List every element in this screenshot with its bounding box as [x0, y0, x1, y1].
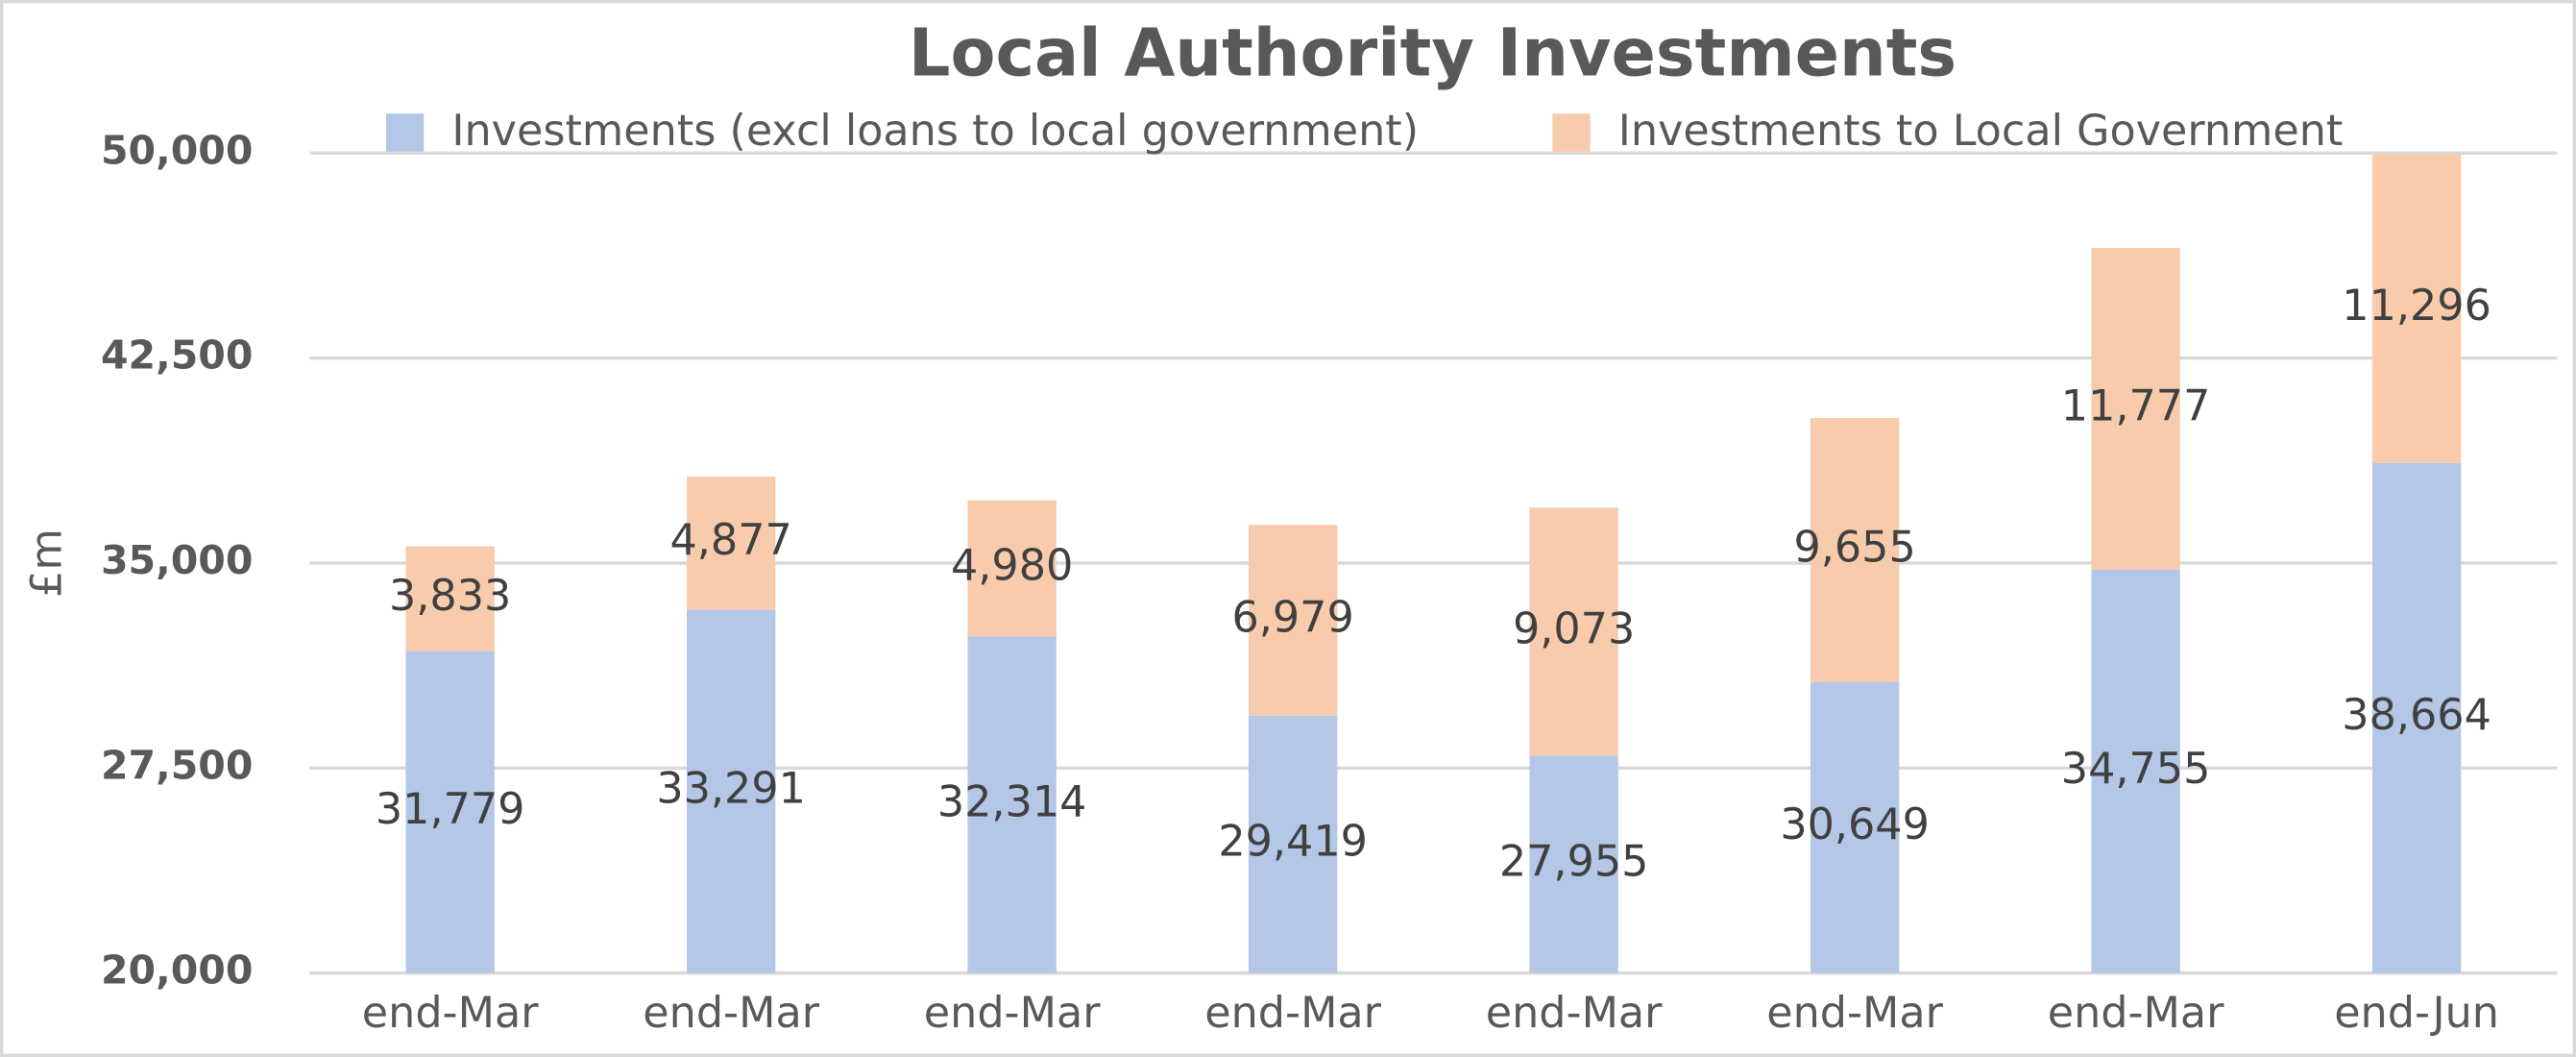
bar-segment [1810, 681, 1900, 973]
data-label: 6,979 [1231, 593, 1353, 642]
x-tick-label: end-Jun [2334, 989, 2499, 1038]
legend-swatch [385, 113, 425, 152]
data-label: 9,073 [1513, 604, 1635, 653]
data-label: 29,419 [1218, 818, 1368, 867]
data-label: 34,755 [2061, 745, 2211, 794]
data-label: 32,314 [937, 777, 1087, 826]
bar-segment [2091, 569, 2180, 973]
y-tick-label: 35,000 [101, 537, 253, 583]
bar-segment [405, 651, 495, 973]
y-tick-label: 50,000 [101, 127, 253, 173]
x-tick-label: end-Mar [643, 989, 819, 1038]
data-label: 38,664 [2342, 691, 2491, 740]
bar-segment [2091, 247, 2180, 570]
bar-segment [686, 609, 776, 973]
data-label: 27,955 [1499, 837, 1649, 886]
legend-swatch [1552, 113, 1591, 152]
chart-title: Local Authority Investments [909, 14, 1956, 91]
bar-segment [1529, 507, 1618, 756]
data-label: 33,291 [656, 765, 806, 814]
x-tick-label: end-Mar [1486, 989, 1663, 1038]
legend-label: Investments (excl loans to local governm… [451, 107, 1419, 156]
bar-segment [2371, 154, 2462, 463]
data-label: 30,649 [1780, 800, 1930, 849]
data-label: 4,877 [670, 516, 792, 565]
x-tick-label: end-Mar [924, 989, 1101, 1038]
bar-segment [405, 546, 495, 651]
data-label: 11,296 [2342, 282, 2491, 331]
y-tick-label: 27,500 [101, 742, 253, 788]
bar-segment [1810, 418, 1900, 682]
x-tick-label: end-Mar [2048, 989, 2224, 1038]
bar-segment [1248, 715, 1338, 973]
data-label: 3,833 [389, 572, 511, 621]
x-tick-label: end-Mar [1766, 989, 1943, 1038]
data-label: 9,655 [1793, 523, 1915, 572]
y-tick-label: 42,500 [101, 332, 253, 379]
bar-segment [686, 476, 776, 610]
x-tick-label: end-Mar [1204, 989, 1381, 1038]
data-label: 11,777 [2061, 381, 2211, 430]
data-label: 4,980 [951, 542, 1073, 591]
x-tick-label: end-Mar [362, 989, 539, 1038]
data-label: 31,779 [376, 785, 525, 834]
y-tick-label: 20,000 [101, 947, 253, 994]
legend-label: Investments to Local Government [1618, 107, 2344, 156]
bar-segment [1248, 525, 1338, 716]
bar-segment [1529, 755, 1618, 973]
bar-segment [2371, 462, 2462, 973]
bar-segment [967, 500, 1057, 637]
bar-segment [967, 636, 1057, 973]
y-axis-label: £m [22, 528, 71, 598]
